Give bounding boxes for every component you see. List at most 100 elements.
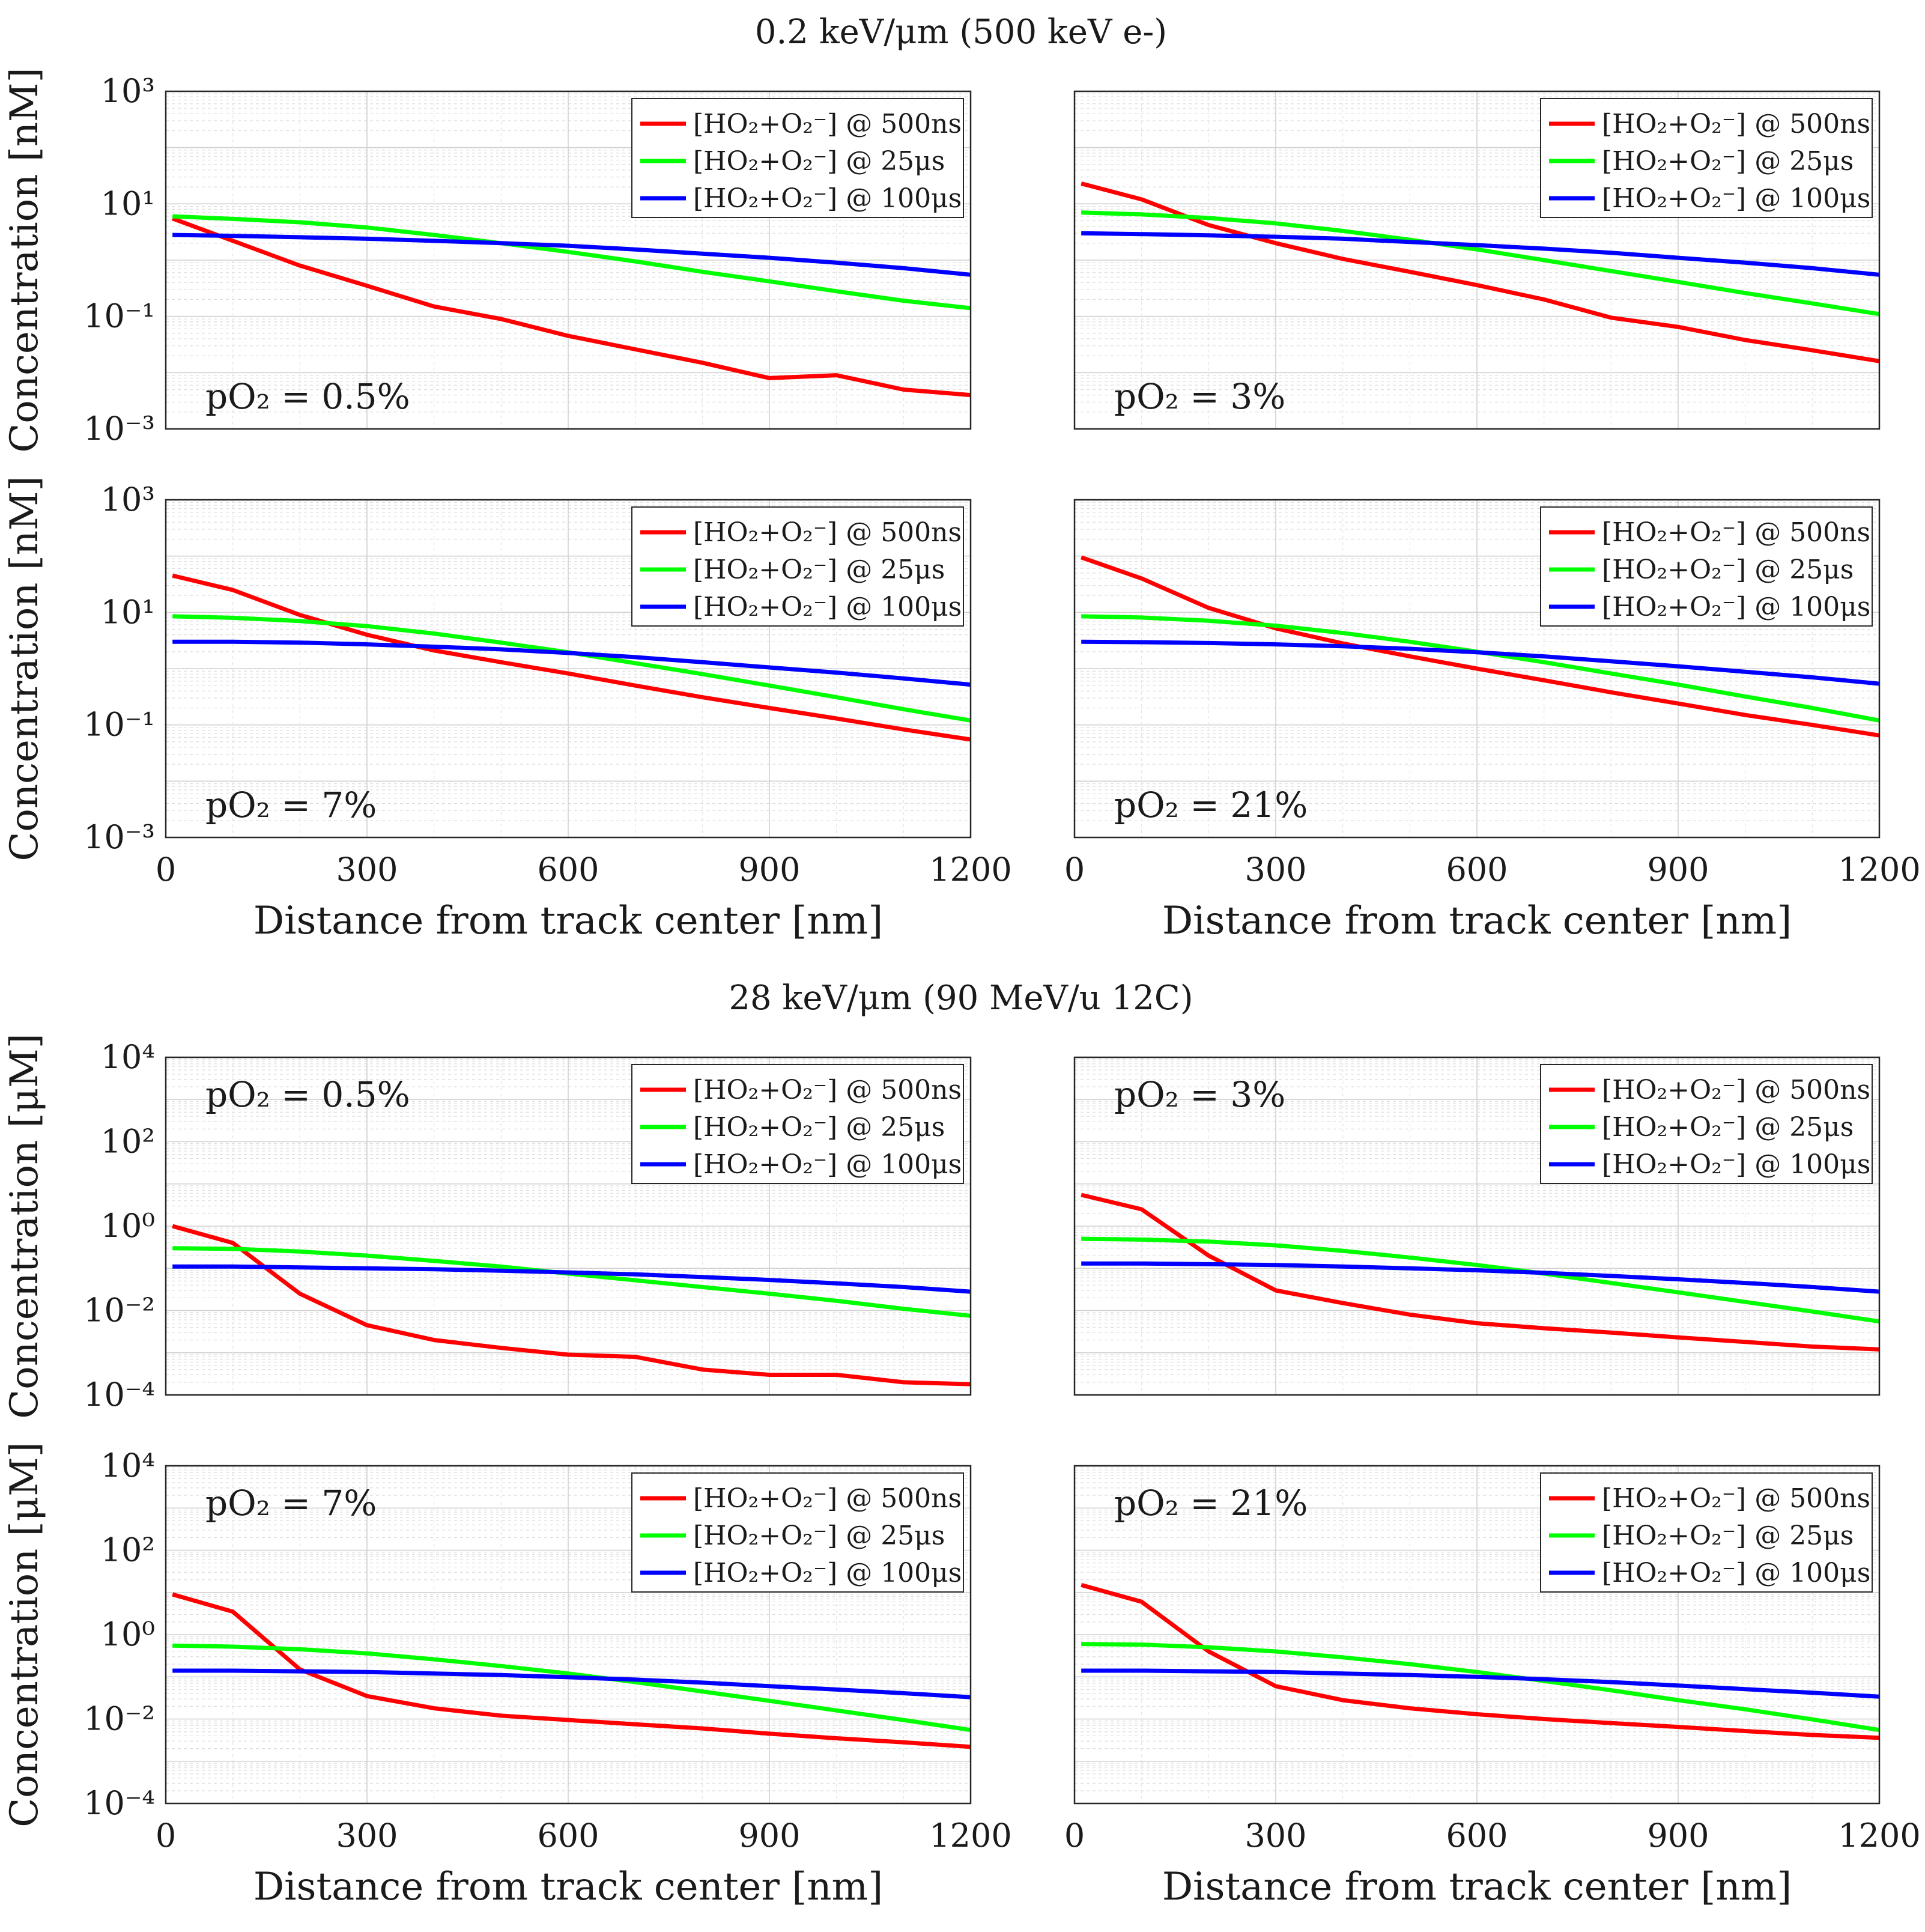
series-line-100us (172, 1264, 971, 1294)
subplot-1: 10⁻³ 10⁻¹ 10¹ 10³ Concentration [nM] pO₂ = 0.… (2, 67, 972, 453)
series-line-25us (172, 1643, 971, 1733)
po2-annotation: pO₂ = 7% (205, 785, 377, 825)
series-line-100us (172, 1668, 971, 1700)
legend-label: [HO₂+O₂⁻] @ 500ns (693, 1483, 962, 1514)
y-tick-label: 10⁰ (101, 1207, 155, 1245)
y-axis-label: Concentration [nM] (2, 476, 47, 861)
legend-label: [HO₂+O₂⁻] @ 500ns (1602, 1483, 1870, 1514)
x-axis-label: Distance from track center [nm] (1162, 1865, 1792, 1909)
x-tick-label: 600 (537, 1817, 599, 1855)
axes-box (1073, 1465, 1881, 1805)
legend-label: [HO₂+O₂⁻] @ 100μs (693, 592, 962, 622)
y-tick-label: 10³ (101, 481, 155, 518)
y-tick-label: 10¹ (101, 593, 155, 631)
x-tick-label: 300 (1244, 851, 1306, 889)
legend-box (631, 98, 964, 218)
x-tick-label: 1200 (1838, 851, 1920, 889)
y-tick-label: 10² (101, 1123, 155, 1161)
axes-box (165, 1465, 972, 1805)
legend-box (631, 1064, 964, 1184)
series-line-500ns (1081, 1583, 1880, 1740)
po2-annotation: pO₂ = 3% (1114, 376, 1285, 417)
series-line-100us (172, 232, 971, 277)
subplot-4: 0 300 600 900 1200 Distance from track center… (1064, 499, 1921, 943)
legend: [HO₂+O₂⁻] @ 500ns [HO₂+O₂⁻] @ 25μs [HO₂+O₂… (631, 1472, 964, 1593)
legend-box (1540, 1472, 1873, 1593)
legend-label: [HO₂+O₂⁻] @ 100μs (1602, 1558, 1870, 1588)
series-line-100us (1081, 1668, 1880, 1699)
legend-label: [HO₂+O₂⁻] @ 500ns (693, 1075, 962, 1105)
x-tick-label: 600 (1446, 1817, 1508, 1855)
subplot-7: 10⁻⁴ 10⁻² 10⁰ 10² 10⁴ 0 300 600 900 1200 Distance … (2, 1442, 1012, 1909)
legend: [HO₂+O₂⁻] @ 500ns [HO₂+O₂⁻] @ 25μs [HO₂+O₂… (1540, 506, 1873, 627)
group-title-low-let: 0.2 keV/μm (500 keV e-) (755, 13, 1167, 52)
y-axis-label: Concentration [μM] (2, 1033, 47, 1418)
y-tick-label: 10¹ (101, 184, 155, 222)
series-line-100us (1081, 231, 1880, 277)
y-tick-label: 10⁻⁴ (83, 1784, 155, 1822)
legend-label: [HO₂+O₂⁻] @ 100μs (693, 1558, 962, 1588)
po2-annotation: pO₂ = 0.5% (205, 376, 410, 417)
axes-box (165, 90, 972, 430)
legend-label: [HO₂+O₂⁻] @ 500ns (1602, 109, 1870, 139)
x-axis-label: Distance from track center [nm] (253, 1865, 883, 1909)
series-line-500ns (1081, 555, 1880, 738)
x-axis-label: Distance from track center [nm] (1162, 899, 1792, 943)
x-tick-label: 900 (738, 851, 800, 889)
legend-label: [HO₂+O₂⁻] @ 25μs (693, 146, 945, 177)
y-tick-label: 10⁴ (101, 1447, 155, 1484)
legend-label: [HO₂+O₂⁻] @ 25μs (1602, 146, 1854, 177)
y-tick-label: 10⁴ (101, 1038, 155, 1076)
y-tick-label: 10⁻⁴ (83, 1376, 155, 1414)
series-line-25us (1081, 1236, 1880, 1324)
x-tick-label: 300 (336, 851, 398, 889)
subplot-5: 10⁻⁴ 10⁻² 10⁰ 10² 10⁴ Concentration [μM] pO₂ =… (2, 1033, 972, 1419)
legend-label: [HO₂+O₂⁻] @ 100μs (1602, 183, 1870, 214)
x-tick-label: 1200 (1838, 1817, 1920, 1855)
x-tick-label: 300 (336, 1817, 398, 1855)
series-line-100us (1081, 639, 1880, 686)
subplot-3: 10⁻³ 10⁻¹ 10¹ 10³ 0 300 600 900 1200 Distance fro… (2, 476, 1012, 943)
legend-label: [HO₂+O₂⁻] @ 100μs (1602, 1149, 1870, 1180)
x-tick-label: 0 (1064, 851, 1085, 889)
legend: [HO₂+O₂⁻] @ 500ns [HO₂+O₂⁻] @ 25μs [HO₂+O₂… (631, 506, 964, 627)
series-line-500ns (1081, 181, 1880, 363)
x-tick-label: 300 (1244, 1817, 1306, 1855)
y-tick-label: 10⁻³ (83, 410, 155, 448)
x-axis-label: Distance from track center [nm] (253, 899, 883, 943)
po2-annotation: pO₂ = 3% (1114, 1074, 1285, 1115)
x-tick-label: 0 (156, 851, 176, 889)
series-line-25us (1081, 1642, 1880, 1733)
legend-label: [HO₂+O₂⁻] @ 25μs (693, 554, 945, 585)
legend-label: [HO₂+O₂⁻] @ 25μs (1602, 554, 1854, 585)
y-tick-label: 10⁰ (101, 1615, 155, 1653)
y-tick-label: 10⁻² (83, 1292, 155, 1329)
legend: [HO₂+O₂⁻] @ 500ns [HO₂+O₂⁻] @ 25μs [HO₂+O₂… (631, 98, 964, 218)
po2-annotation: pO₂ = 7% (205, 1483, 377, 1523)
axes-box (165, 499, 972, 839)
series-line-500ns (172, 573, 971, 742)
legend-box (1540, 98, 1873, 218)
x-tick-label: 0 (1064, 1817, 1085, 1855)
legend-label: [HO₂+O₂⁻] @ 100μs (1602, 592, 1870, 622)
y-axis-label: Concentration [μM] (2, 1442, 47, 1827)
axes-box (1073, 499, 1881, 839)
x-tick-label: 1200 (929, 1817, 1011, 1855)
legend-label: [HO₂+O₂⁻] @ 500ns (693, 517, 962, 548)
x-tick-label: 1200 (929, 851, 1011, 889)
x-tick-label: 600 (1446, 851, 1508, 889)
y-tick-label: 10⁻¹ (83, 706, 155, 744)
x-tick-label: 900 (1647, 851, 1709, 889)
legend-label: [HO₂+O₂⁻] @ 25μs (693, 1520, 945, 1551)
y-axis-label: Concentration [nM] (2, 67, 47, 452)
subplot-2: pO₂ = 3% [HO₂+O₂⁻] @ 500ns [HO₂+O₂⁻] @ 25μ… (1073, 90, 1881, 430)
po2-annotation: pO₂ = 0.5% (205, 1074, 410, 1115)
y-tick-label: 10⁻¹ (83, 297, 155, 335)
series-line-500ns (171, 216, 971, 398)
series-line-500ns (172, 1224, 971, 1387)
legend-label: [HO₂+O₂⁻] @ 500ns (693, 109, 962, 139)
legend-label: [HO₂+O₂⁻] @ 25μs (693, 1112, 945, 1143)
group-title-high-let: 28 keV/μm (90 MeV/u 12C) (729, 979, 1193, 1018)
x-tick-label: 900 (1647, 1817, 1709, 1855)
